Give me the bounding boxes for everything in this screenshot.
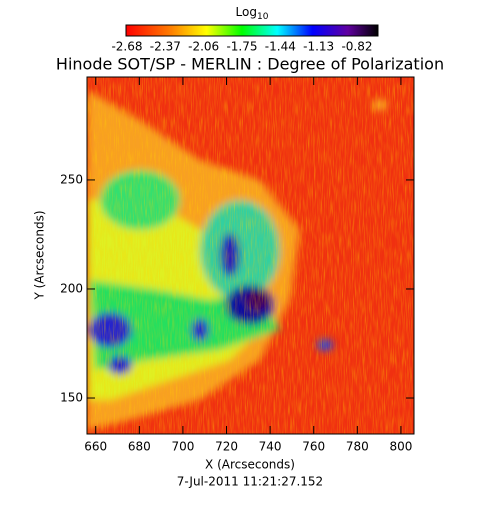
colorbar-tick-label: -1.13 <box>303 40 334 54</box>
date: 7-Jul-2011 11:21:27.152 <box>177 475 323 489</box>
y-tick-label: 150 <box>60 391 83 405</box>
y-tick-label: 200 <box>60 281 83 295</box>
plot-frame <box>86 76 415 435</box>
colorbar-tick-label: -2.06 <box>188 40 219 54</box>
chart-title: Hinode SOT/SP - MERLIN : Degree of Polar… <box>56 55 444 74</box>
colorbar-tick-label: -2.37 <box>150 40 181 54</box>
colorbar-tick-label: -1.75 <box>226 40 257 54</box>
colorbar-tick-label: -2.68 <box>111 40 142 54</box>
x-tick-label: 680 <box>128 440 151 454</box>
y-tick-label: 250 <box>60 172 83 186</box>
x-tick-label: 740 <box>259 440 282 454</box>
y-axis-label: Y (Arcseconds) <box>33 210 47 300</box>
colorbar-label: Log10 <box>236 5 269 22</box>
x-tick-label: 760 <box>302 440 325 454</box>
colorbar-tick-label: -1.44 <box>265 40 296 54</box>
x-tick-label: 800 <box>389 440 412 454</box>
x-axis-label: X (Arcseconds) <box>205 458 295 472</box>
x-tick-label: 700 <box>171 440 194 454</box>
map <box>87 77 414 434</box>
x-tick-label: 660 <box>84 440 107 454</box>
x-tick-label: 780 <box>346 440 369 454</box>
x-tick-label: 720 <box>215 440 238 454</box>
colorbar <box>125 24 379 37</box>
colorbar-tick-label: -0.82 <box>341 40 372 54</box>
